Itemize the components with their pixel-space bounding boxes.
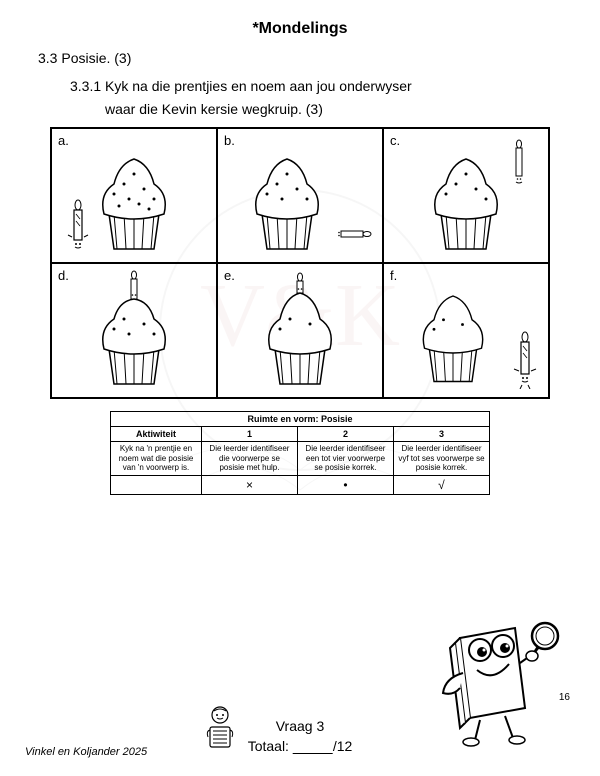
cupcake-icon — [84, 269, 184, 389]
cell-label-f: f. — [390, 268, 397, 283]
cupcake-icon — [250, 269, 350, 389]
grid-cell-b: b. — [217, 128, 383, 263]
cell-label-d: d. — [58, 268, 69, 283]
rubric-sym-1: × — [201, 475, 297, 494]
rubric-col-activity: Aktiwiteit — [111, 427, 202, 442]
cupcake-icon — [405, 279, 500, 389]
cupcake-icon — [237, 144, 337, 254]
rubric-table: Ruimte en vorm: Posisie Aktiwiteit 1 2 3… — [110, 411, 490, 495]
subsection-line1: 3.3.1 Kyk na die prentjies en noem aan j… — [70, 76, 570, 97]
cupcake-icon — [84, 144, 184, 254]
book-character-icon — [425, 598, 560, 748]
candle-icon — [512, 331, 538, 389]
copyright-text: Vinkel en Koljander 2025 — [25, 746, 147, 758]
grid-cell-c: c. — [383, 128, 549, 263]
totaal-denom: /12 — [333, 738, 352, 754]
rubric-sym-3: √ — [393, 475, 489, 494]
rubric-col-2: 2 — [297, 427, 393, 442]
rubric-desc-2: Die leerder identifiseer een tot vier vo… — [297, 442, 393, 476]
rubric-desc-3: Die leerder identifiseer vyf tot ses voo… — [393, 442, 489, 476]
grid-cell-e: e. — [217, 263, 383, 398]
grid-cell-a: a. — [51, 128, 217, 263]
rubric-desc-1: Die leerder identifiseer die voorwerpe s… — [201, 442, 297, 476]
section-heading: 3.3 Posisie. (3) — [38, 50, 570, 66]
subsection-line2: waar die Kevin kersie wegkruip. (3) — [105, 101, 570, 117]
picture-grid: a. b. — [50, 127, 550, 399]
page-title: *Mondelings — [30, 20, 570, 38]
rubric-title: Ruimte en vorm: Posisie — [111, 412, 490, 427]
footer-center: Vraag 3 Totaal: /12 — [248, 718, 353, 758]
cupcake-icon — [416, 144, 516, 254]
rubric-sym-2: • — [297, 475, 393, 494]
child-reading-icon — [200, 705, 240, 753]
candle-icon — [332, 224, 372, 244]
grid-cell-f: f. — [383, 263, 549, 398]
page-number: 16 — [559, 692, 570, 703]
totaal-blank[interactable] — [293, 742, 333, 754]
cell-label-b: b. — [224, 133, 235, 148]
totaal-line: Totaal: /12 — [248, 738, 353, 754]
page-footer: Vinkel en Koljander 2025 Vraag 3 Totaal:… — [0, 638, 600, 758]
vraag-label: Vraag 3 — [248, 718, 353, 734]
totaal-label: Totaal: — [248, 738, 289, 754]
grid-cell-d: d. — [51, 263, 217, 398]
cell-label-c: c. — [390, 133, 400, 148]
candle-icon — [66, 199, 90, 254]
rubric-col-3: 3 — [393, 427, 489, 442]
rubric-empty — [111, 475, 202, 494]
cell-label-e: e. — [224, 268, 235, 283]
rubric-activity-text: Kyk na 'n prentjie en noem wat die posis… — [111, 442, 202, 476]
rubric-col-1: 1 — [201, 427, 297, 442]
cell-label-a: a. — [58, 133, 69, 148]
